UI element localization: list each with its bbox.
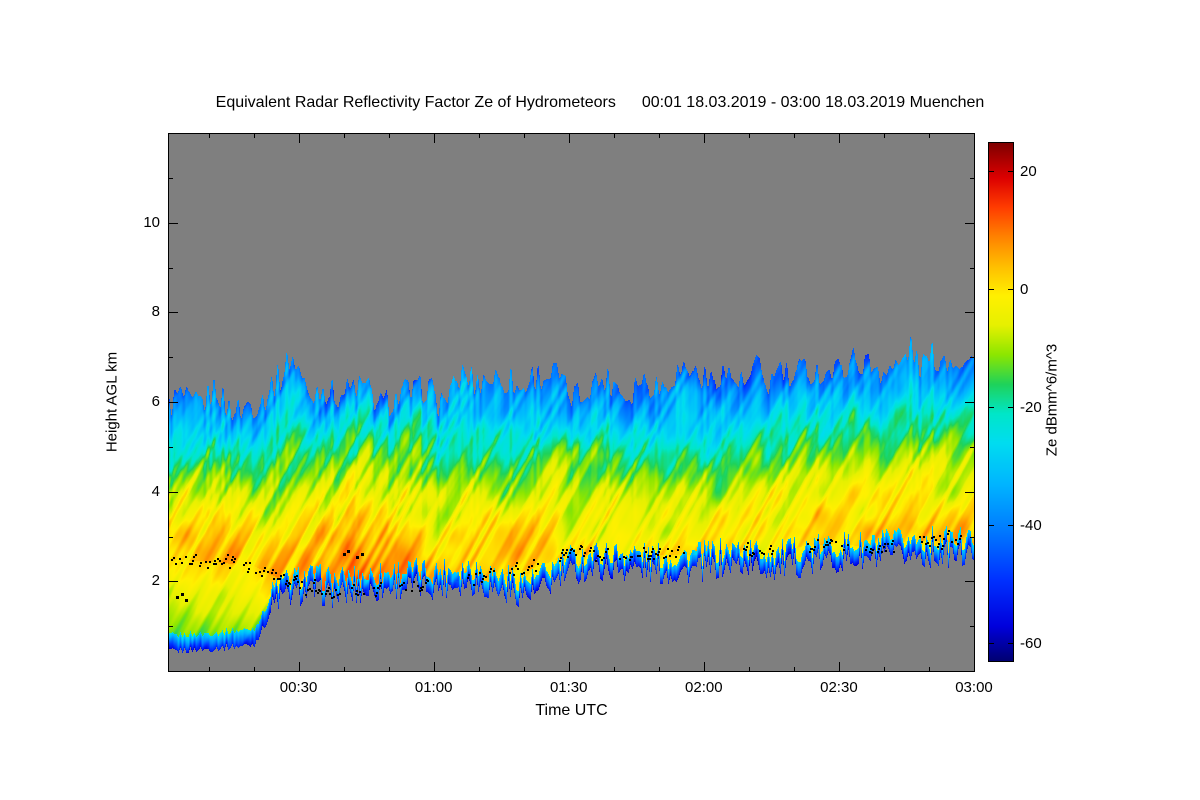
colorbar-tick-label: -60	[1020, 635, 1042, 653]
plot-title-period: 00:01 18.03.2019 - 03:00 18.03.2019 Muen…	[641, 94, 985, 111]
x-tick-label: 00:30	[279, 679, 318, 696]
colorbar-tick-label: -40	[1020, 517, 1042, 535]
reflectivity-heatmap-canvas	[168, 133, 975, 672]
x-tick-label: 02:30	[820, 679, 858, 696]
colorbar-tick-label: 20	[1020, 162, 1037, 180]
colorbar-canvas	[988, 142, 1014, 662]
y-tick-label: 8	[151, 303, 160, 321]
x-tick-label: 01:30	[549, 679, 588, 696]
colorbar-tick-label: -20	[1020, 398, 1042, 416]
y-tick-label: 2	[151, 572, 160, 590]
x-tick-label: 02:00	[685, 679, 723, 696]
y-tick-label: 4	[151, 482, 160, 500]
y-tick-label: 6	[151, 393, 160, 410]
y-tick-label: 10	[143, 213, 160, 231]
plot-title-main: Equivalent Radar Reflectivity Factor Ze …	[215, 94, 616, 111]
x-tick-label: 03:00	[955, 679, 993, 696]
x-tick-label: 01:00	[414, 679, 453, 696]
x-axis-title: Time UTC	[535, 702, 608, 719]
plot-title: Equivalent Radar Reflectivity Factor Ze …	[0, 94, 1200, 112]
colorbar-tick-label: 0	[1020, 280, 1029, 298]
